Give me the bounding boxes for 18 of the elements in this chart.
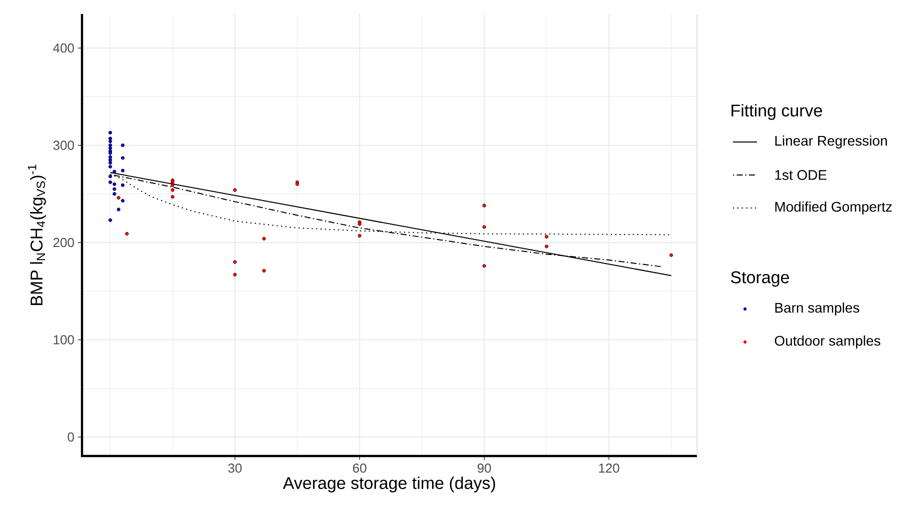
y-tick-label: 200: [53, 238, 74, 248]
x-tick-label: 60: [353, 464, 366, 473]
y-tick-label: 300: [53, 140, 74, 150]
legend-label: Linear Regression: [775, 135, 887, 149]
y-tick-label: 100: [54, 335, 74, 344]
legend-label: Outdoor samples: [774, 335, 880, 349]
x-tick-label: 90: [478, 464, 491, 473]
y-tick-label: 400: [53, 43, 74, 53]
legend-label: 1st ODE: [775, 170, 826, 180]
x-tick-label: 30: [228, 464, 242, 473]
legend-label: Barn samples: [775, 302, 860, 316]
text: Fitting curve: [732, 104, 822, 120]
text: Storage: [730, 271, 789, 287]
x-axis-title: Average storage time (days): [282, 476, 496, 492]
y-axis-title: BMP l$_{N}$CH$_{4}$(kg$_{VS}$)$^{-1}$: [28, 164, 46, 306]
legend-label: Modified Gompertz: [775, 201, 892, 215]
x-tick-label: 120: [599, 464, 620, 473]
y-tick-label: 0: [68, 432, 74, 442]
